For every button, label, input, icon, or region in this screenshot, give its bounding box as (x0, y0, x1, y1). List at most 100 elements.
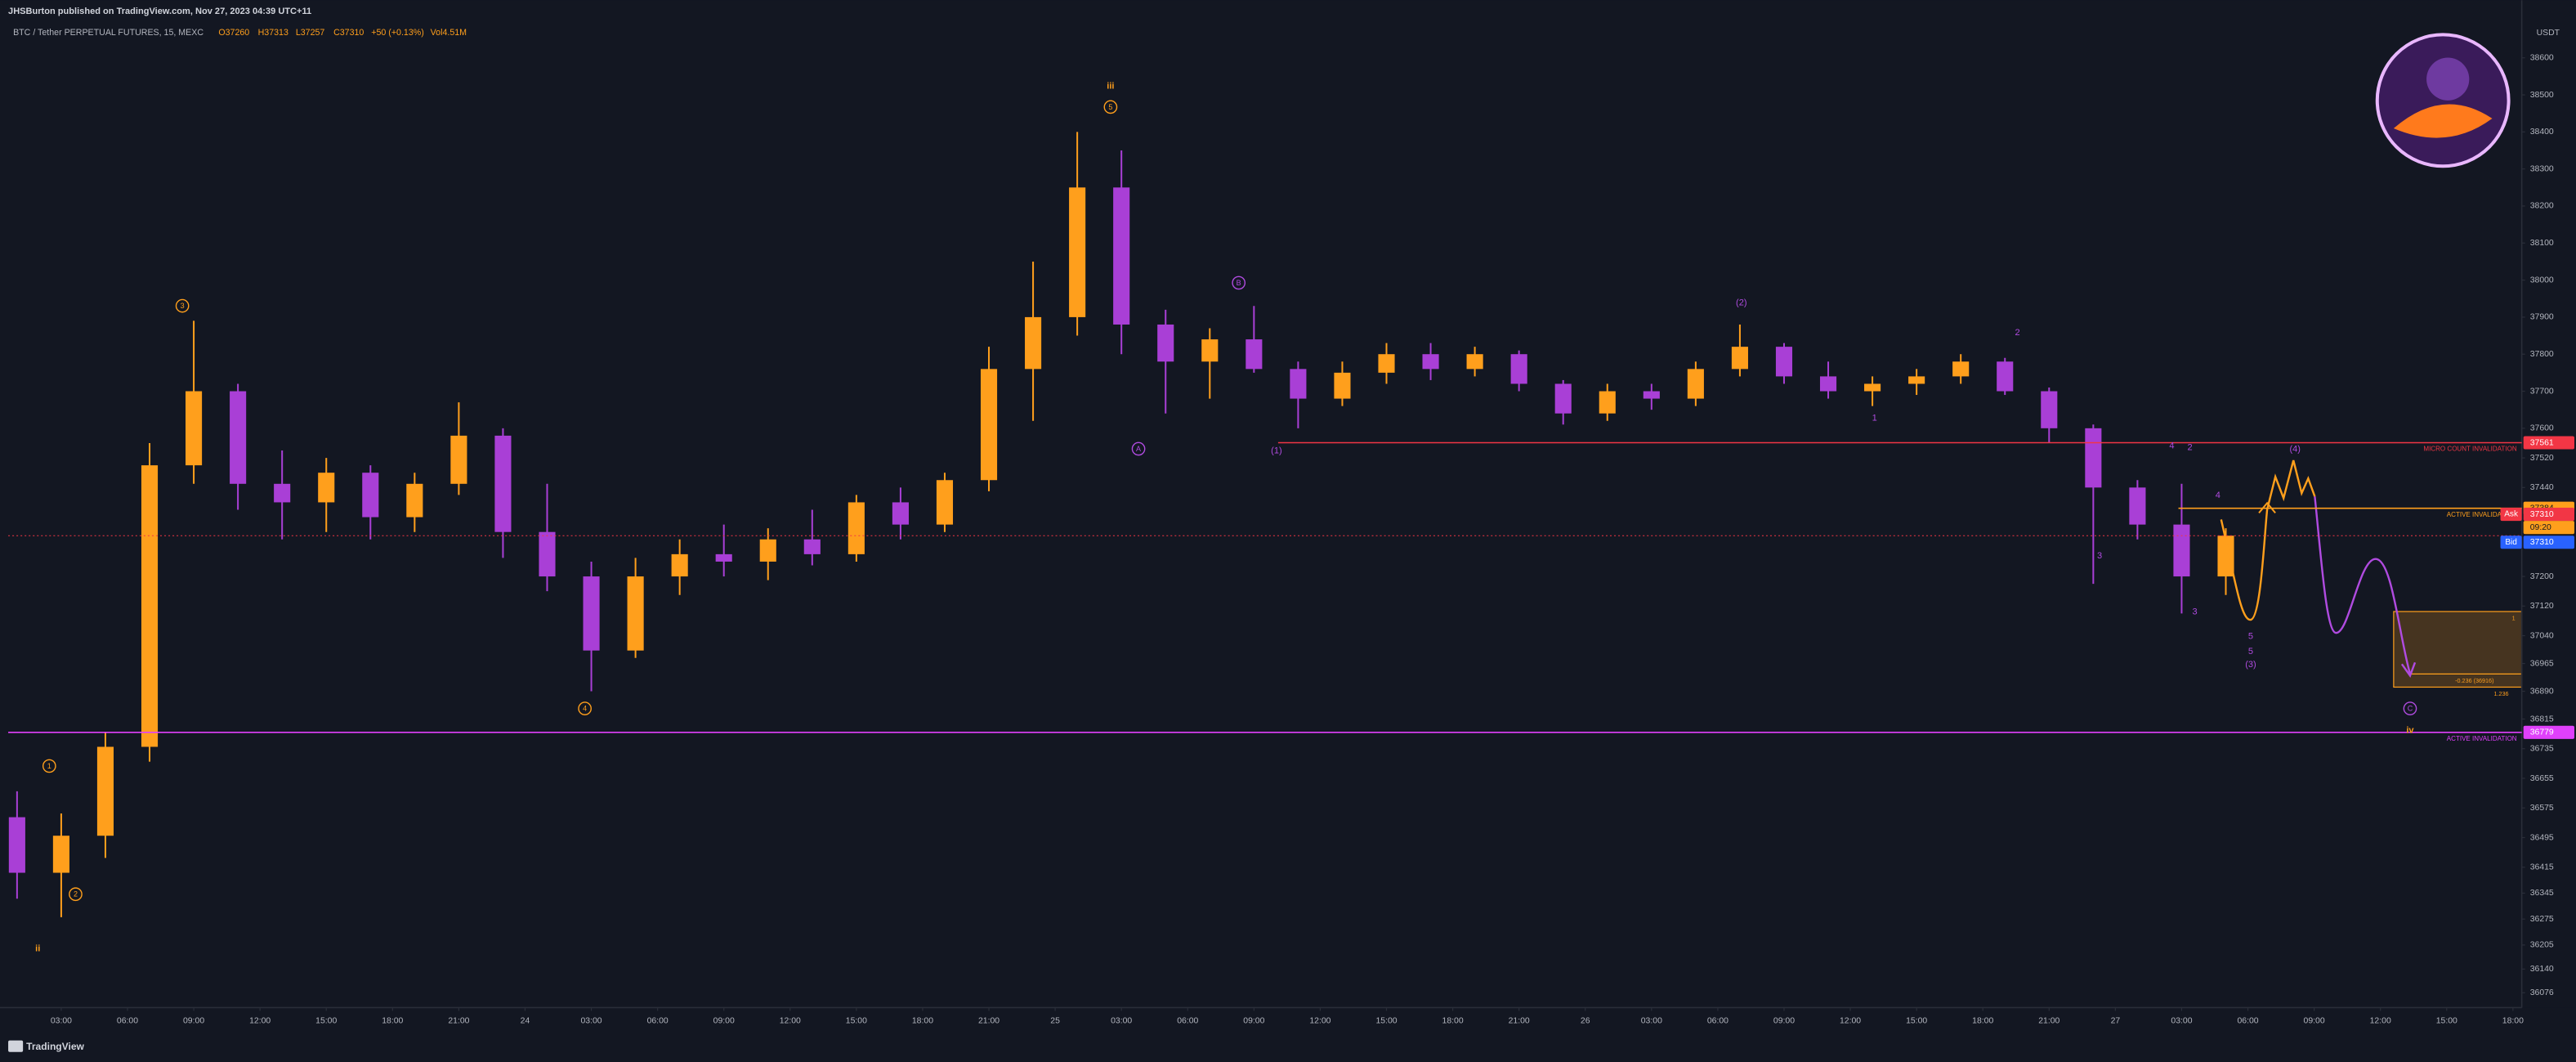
ask-tag-bg (2523, 508, 2574, 522)
y-tick-label: 36415 (2530, 863, 2554, 872)
candle-body (1157, 324, 1174, 362)
y-tick-label: 37800 (2530, 350, 2554, 359)
wave-label: 1 (1872, 413, 1877, 423)
y-tick-label: 37040 (2530, 631, 2554, 640)
ask-label: Ask (2504, 510, 2519, 519)
wave-label: (2) (1736, 298, 1747, 308)
candle-body (141, 465, 159, 747)
x-tick-label: 06:00 (117, 1016, 138, 1025)
x-tick-label: 03:00 (2171, 1016, 2192, 1025)
level-label: MICRO COUNT INVALIDATION (2423, 446, 2516, 453)
ohlc-change: +50 (+0.13%) (371, 28, 423, 38)
level-label: ACTIVE INVALIDATION (2447, 511, 2517, 518)
wave-circle (1131, 441, 1146, 456)
y-tick-label: 38100 (2530, 239, 2554, 248)
wave-label: 4 (2169, 441, 2174, 450)
wave-label: 4 (583, 705, 587, 713)
y-tick-label: 36735 (2530, 745, 2554, 754)
wave-circle (1103, 100, 1118, 114)
x-tick-label: 15:00 (846, 1016, 867, 1025)
candle-body (2129, 487, 2146, 525)
candle-body (96, 746, 114, 836)
candle-body (1819, 376, 1837, 392)
ask-tag: 37310 (2530, 510, 2554, 519)
x-tick-label: 09:00 (183, 1016, 204, 1025)
candle-body (1378, 354, 1395, 373)
candle-body (1422, 354, 1439, 370)
x-tick-label: 12:00 (780, 1016, 801, 1025)
wave-label: 5 (1108, 103, 1112, 111)
candle-body (2173, 524, 2190, 577)
y-tick-label: 36140 (2530, 965, 2554, 974)
candle-body (1246, 339, 1263, 370)
x-tick-label: 18:00 (912, 1016, 933, 1025)
x-tick-label: 03:00 (580, 1016, 602, 1025)
x-tick-label: 09:00 (1773, 1016, 1795, 1025)
publisher: JHSBurton published on TradingView.com, … (8, 7, 311, 16)
volume: Vol4.51M (431, 28, 467, 38)
candle-body (1554, 383, 1572, 414)
candle-body (627, 576, 644, 651)
y-tick-label: 37440 (2530, 483, 2554, 492)
ohlc-open: O37260 (218, 28, 249, 38)
wave-label: 3 (181, 302, 185, 310)
y-tick-label: 36890 (2530, 687, 2554, 696)
y-tick-label: 38600 (2530, 54, 2554, 63)
candle-body (980, 369, 998, 481)
candle-body (1643, 391, 1660, 399)
wave-label: (4) (2289, 445, 2301, 455)
candle-body (362, 473, 379, 518)
wave-label: -0.236 (36916) (2455, 677, 2493, 684)
candle-body (1113, 187, 1130, 325)
wave-circle (578, 701, 592, 715)
wave-label: 2 (2188, 443, 2193, 453)
candle-body (936, 480, 954, 525)
x-tick-label: 27 (2111, 1016, 2121, 1025)
wave-label: 1 (47, 762, 51, 770)
wave-circle (1232, 276, 1246, 290)
x-tick-label: 21:00 (1509, 1016, 1530, 1025)
wave-label: 2 (74, 890, 78, 898)
bid-tag-bg (2523, 535, 2574, 549)
candle-body (1864, 383, 1881, 392)
wave-label: 1.236 (2494, 690, 2509, 697)
level-label: ACTIVE INVALIDATION (2447, 735, 2517, 742)
logo-avatar (2375, 33, 2511, 168)
y-tick-label: 37200 (2530, 572, 2554, 581)
y-tick-label: 37600 (2530, 424, 2554, 433)
ohlc-high: H37313 (258, 28, 288, 38)
candle-body (1599, 391, 1616, 414)
y-tick-label: 36495 (2530, 833, 2554, 842)
wave-circle (42, 759, 56, 773)
brand[interactable]: TradingView (26, 1041, 84, 1052)
wave-label: iii (1107, 81, 1114, 91)
plot-area (8, 132, 2234, 917)
projection (2220, 459, 2523, 688)
ask-label-bg (2500, 508, 2522, 522)
candle-body (1290, 369, 1307, 399)
wave-label: 3 (2097, 551, 2102, 561)
x-tick-label: 18:00 (382, 1016, 403, 1025)
bid-tag: 37310 (2530, 538, 2554, 547)
x-tick-label: 03:00 (1111, 1016, 1132, 1025)
x-tick-label: 18:00 (2502, 1016, 2524, 1025)
x-tick-label: 24 (521, 1016, 530, 1025)
candle-body (1952, 361, 1970, 377)
level-tag: 36779 (2530, 728, 2554, 737)
y-tick-label: 38400 (2530, 128, 2554, 137)
candle-body (406, 483, 423, 518)
wave-circle (69, 887, 83, 902)
candle-body (2217, 535, 2234, 577)
x-tick-label: 09:00 (713, 1016, 735, 1025)
symbol: BTC / Tether PERPETUAL FUTURES, 15, MEXC (13, 28, 203, 38)
avatar-detail (2393, 104, 2493, 138)
y-tick-label: 37120 (2530, 602, 2554, 611)
x-tick-label: 06:00 (647, 1016, 669, 1025)
wave-label: ii (35, 944, 40, 954)
projection-arrow (2400, 661, 2417, 678)
candle-body (2085, 428, 2102, 488)
y-tick-label: 36965 (2530, 659, 2554, 668)
candle-body (1997, 361, 2014, 392)
